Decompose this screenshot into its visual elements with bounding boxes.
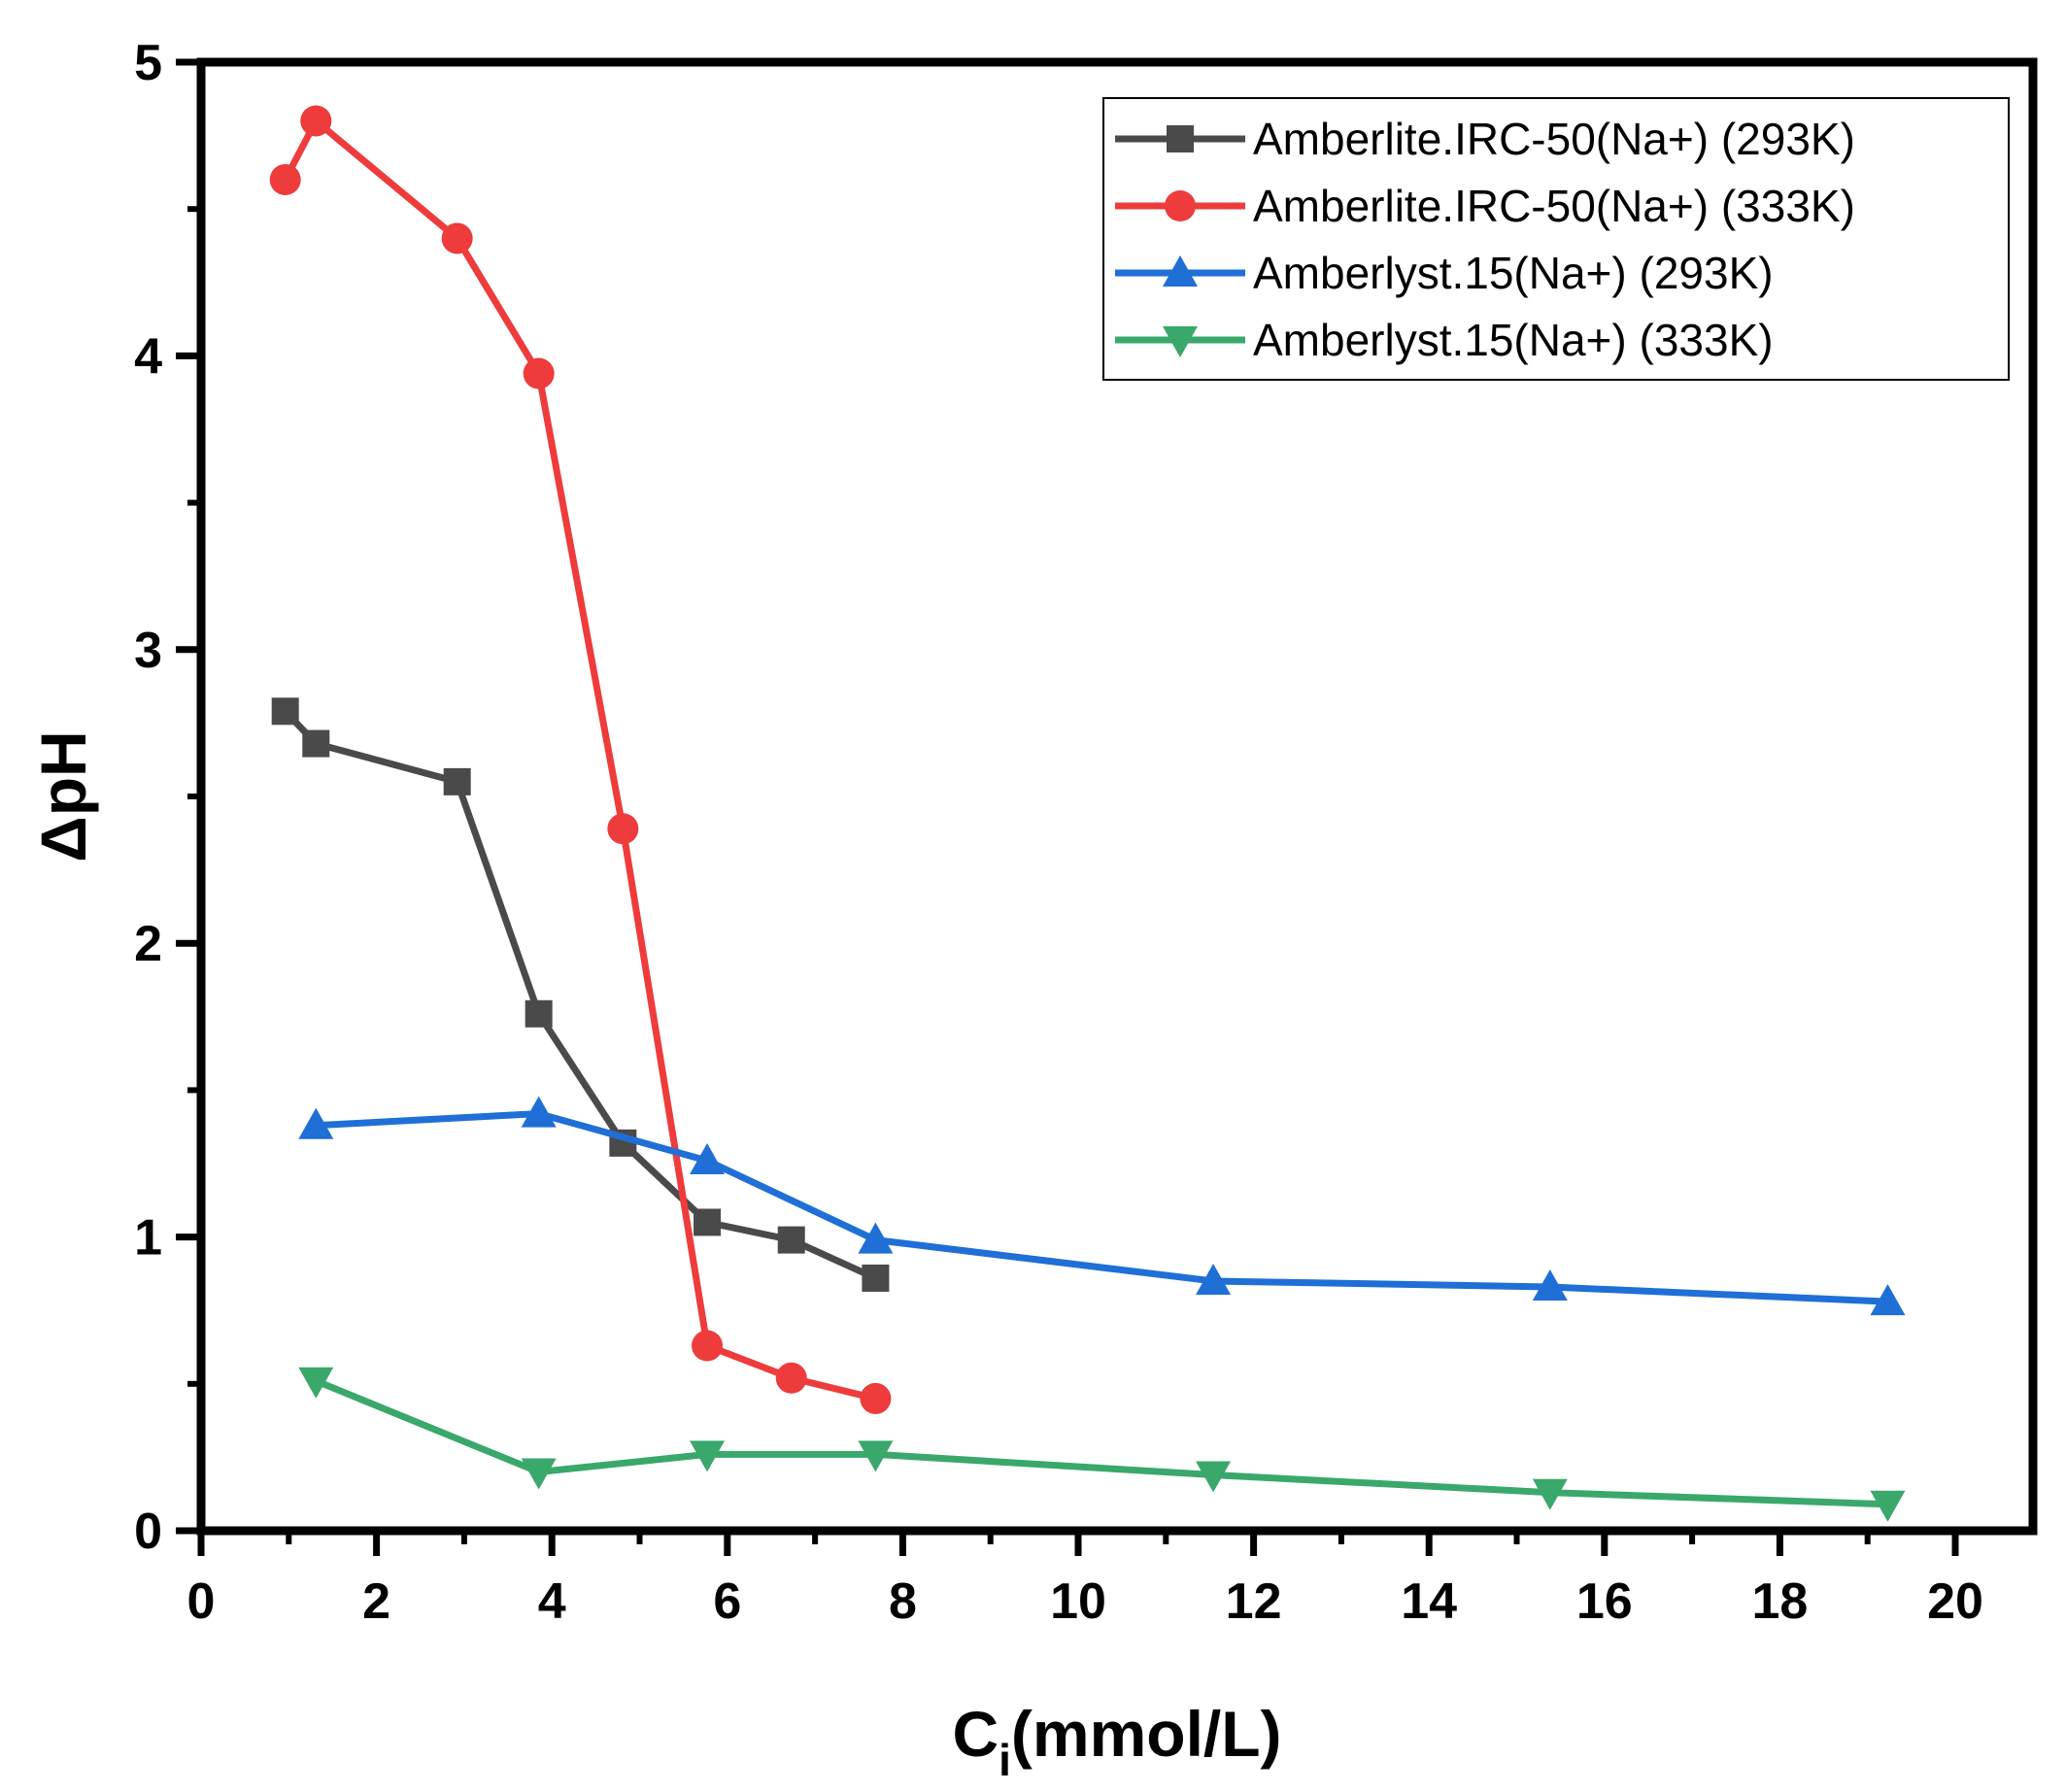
x-tick-label: 6 xyxy=(713,1573,741,1630)
x-tick-label: 20 xyxy=(1927,1573,1983,1630)
legend-entry: Amberlyst.15(Na+) (293K) xyxy=(1115,248,1774,298)
x-tick-label: 16 xyxy=(1576,1573,1633,1630)
y-tick-label: 2 xyxy=(134,916,162,972)
x-axis-title-subscript: i xyxy=(999,1735,1011,1785)
legend-label: Amberlite.IRC-50(Na+) (293K) xyxy=(1253,114,1855,164)
data-point xyxy=(690,1440,726,1472)
x-tick-label: 8 xyxy=(889,1573,917,1630)
data-point xyxy=(521,1458,557,1490)
y-axis-title: ΔpH xyxy=(27,730,99,862)
y-tick-label: 5 xyxy=(134,35,162,91)
data-point xyxy=(858,1440,894,1472)
legend-marker xyxy=(1163,255,1198,287)
x-tick-label: 2 xyxy=(362,1573,390,1630)
data-point xyxy=(1870,1490,1906,1522)
legend-entry: Amberlyst.15(Na+) (333K) xyxy=(1115,315,1774,365)
series-4 xyxy=(298,1367,1906,1522)
data-point xyxy=(860,1382,892,1414)
series-1 xyxy=(271,697,890,1292)
data-point xyxy=(441,222,473,254)
x-tick-label: 14 xyxy=(1401,1573,1457,1630)
y-tick-label: 0 xyxy=(134,1504,162,1560)
series-2 xyxy=(269,105,892,1414)
data-point xyxy=(521,1096,557,1128)
data-point xyxy=(271,697,299,726)
data-point xyxy=(690,1142,726,1174)
x-axis-title-main: C xyxy=(952,1698,999,1770)
y-tick-label: 3 xyxy=(134,623,162,679)
data-point xyxy=(298,1107,334,1139)
data-point xyxy=(692,1330,724,1362)
plot-area xyxy=(269,105,1906,1522)
legend-marker xyxy=(1167,125,1194,152)
legend-label: Amberlite.IRC-50(Na+) (333K) xyxy=(1253,181,1855,231)
x-tick-label: 0 xyxy=(187,1573,216,1630)
data-point xyxy=(300,105,332,137)
series-3 xyxy=(298,1096,1906,1316)
data-point xyxy=(777,1226,805,1254)
data-point xyxy=(298,1367,334,1399)
legend-label: Amberlyst.15(Na+) (333K) xyxy=(1253,315,1774,365)
x-tick-label: 4 xyxy=(538,1573,566,1630)
x-tick-label: 12 xyxy=(1226,1573,1282,1630)
data-point xyxy=(1196,1263,1232,1295)
legend-marker xyxy=(1165,190,1196,221)
legend-marker xyxy=(1163,326,1198,357)
legend-entry: Amberlite.IRC-50(Na+) (293K) xyxy=(1115,114,1855,164)
data-point xyxy=(694,1208,722,1236)
x-tick-label: 18 xyxy=(1751,1573,1808,1630)
data-point xyxy=(269,163,301,195)
data-point xyxy=(775,1362,807,1394)
data-point xyxy=(525,999,553,1028)
data-point xyxy=(607,813,639,845)
x-tick-label: 10 xyxy=(1050,1573,1106,1630)
series-line xyxy=(283,708,877,1282)
legend-label: Amberlyst.15(Na+) (293K) xyxy=(1253,248,1774,298)
data-point xyxy=(302,729,330,758)
legend-box xyxy=(1102,97,2010,381)
y-tick-label: 4 xyxy=(134,328,162,385)
x-axis-title: Ci(mmol/L) xyxy=(952,1698,1281,1785)
data-point xyxy=(1532,1478,1568,1510)
data-point xyxy=(1196,1461,1232,1493)
y-tick-label: 1 xyxy=(134,1210,162,1267)
data-point xyxy=(1532,1269,1568,1302)
data-point xyxy=(443,767,471,795)
legend-entry: Amberlite.IRC-50(Na+) (333K) xyxy=(1115,181,1855,231)
data-point xyxy=(862,1264,890,1292)
data-point xyxy=(1870,1284,1906,1316)
data-point xyxy=(523,357,555,389)
x-axis-title-rest: (mmol/L) xyxy=(1011,1698,1282,1770)
legend: Amberlite.IRC-50(Na+) (293K) Amberlite.IR… xyxy=(1102,97,2010,381)
data-point xyxy=(858,1222,894,1254)
